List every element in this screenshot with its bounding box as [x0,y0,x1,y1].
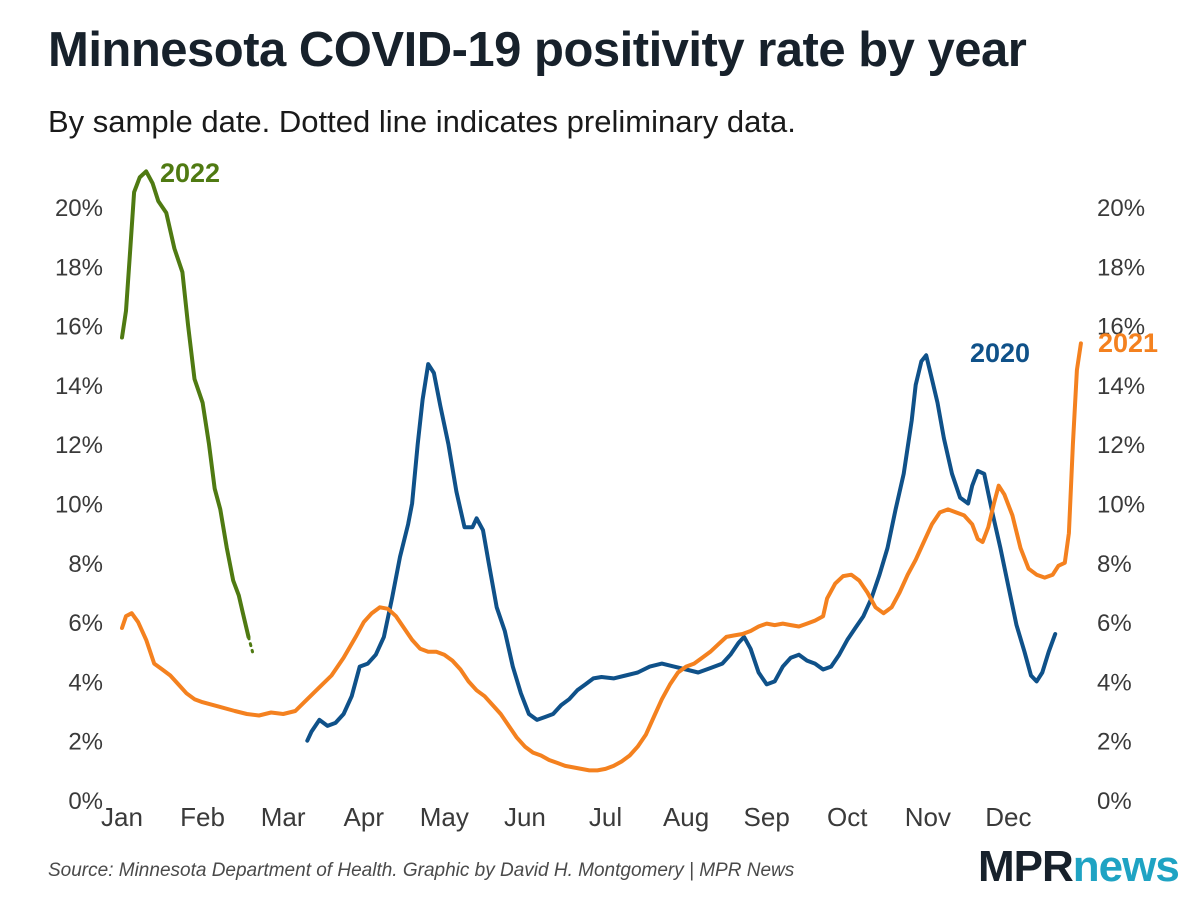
y-tick-label-left: 6% [68,610,103,637]
series-line-2022 [120,169,251,639]
y-tick-label-right: 16% [1097,314,1145,341]
mpr-news-logo: MPRnews [978,842,1180,892]
series-line-2021 [120,341,1083,773]
y-tick-label-left: 8% [68,551,103,578]
chart-title: Minnesota COVID-19 positivity rate by ye… [48,23,1027,77]
x-tick-label: Aug [663,802,709,832]
x-tick-label: Nov [905,802,951,832]
source-note: Source: Minnesota Department of Health. … [48,860,795,881]
x-tick-label: Sep [744,802,790,832]
x-tick-label: Oct [827,802,868,832]
x-tick-label: Apr [344,802,385,832]
y-tick-label-right: 0% [1097,788,1132,815]
y-tick-label-left: 14% [55,373,103,400]
series-label-2020: 2020 [970,338,1030,368]
y-tick-label-left: 0% [68,788,103,815]
logo-news-text: news [1072,842,1180,891]
series-preliminary-2022 [247,635,254,654]
y-tick-label-left: 12% [55,432,103,459]
y-tick-label-left: 10% [55,492,103,519]
x-tick-label: Jul [589,802,622,832]
y-tick-label-left: 20% [55,195,103,222]
y-tick-label-right: 6% [1097,610,1132,637]
x-tick-label: Mar [261,802,306,832]
y-tick-label-right: 12% [1097,432,1145,459]
x-tick-label: Dec [985,802,1031,832]
y-tick-label-left: 2% [68,729,103,756]
y-tick-label-right: 2% [1097,729,1132,756]
x-tick-label: Feb [180,802,225,832]
series-label-2022: 2022 [160,158,220,188]
x-axis: Jan Feb Mar Apr May Jun Jul Aug Sep Oct Nov Dec [101,802,1032,832]
y-tick-label-left: 16% [55,314,103,341]
y-tick-label-right: 10% [1097,492,1145,519]
x-tick-label: Jun [504,802,546,832]
series-line-2020 [305,353,1058,743]
y-tick-label-right: 20% [1097,195,1145,222]
y-axis-left: 0% 2% 4% 6% 8% 10% 12% 14% 16% 18% 20% [55,195,103,815]
series-lines [120,169,1083,773]
y-tick-label-right: 4% [1097,669,1132,696]
y-axis-right: 0% 2% 4% 6% 8% 10% 12% 14% 16% 18% 20% [1097,195,1145,815]
series-label-2021: 2021 [1098,328,1158,358]
series-labels: 2022 2020 2021 [160,158,1158,368]
chart-subtitle: By sample date. Dotted line indicates pr… [48,104,796,139]
y-tick-label-left: 18% [55,254,103,281]
y-tick-label-right: 8% [1097,551,1132,578]
y-tick-label-right: 14% [1097,373,1145,400]
x-tick-label: Jan [101,802,143,832]
x-tick-label: May [420,802,469,832]
y-tick-label-right: 18% [1097,254,1145,281]
logo-mpr-text: MPR [978,842,1074,891]
y-tick-label-left: 4% [68,669,103,696]
